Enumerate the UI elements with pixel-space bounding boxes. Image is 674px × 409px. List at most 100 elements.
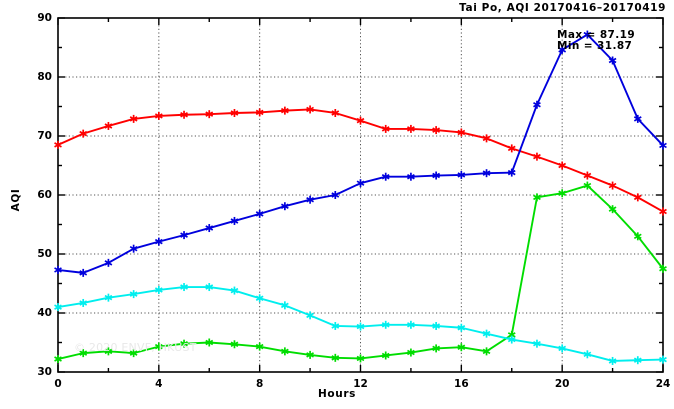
data-point-series-cyan bbox=[205, 283, 214, 292]
data-point-series-blue bbox=[255, 209, 264, 218]
data-point-series-red bbox=[356, 116, 365, 125]
data-point-series-green bbox=[457, 343, 466, 352]
data-point-series-cyan bbox=[280, 301, 289, 310]
data-point-series-cyan bbox=[608, 356, 617, 365]
data-point-series-red bbox=[482, 134, 491, 143]
data-point-series-cyan bbox=[331, 321, 340, 330]
data-point-series-blue bbox=[407, 172, 415, 181]
data-point-series-red bbox=[608, 181, 617, 190]
data-point-series-red bbox=[583, 171, 592, 180]
data-point-series-blue bbox=[507, 168, 516, 177]
x-axis-tick-label: 20 bbox=[554, 378, 570, 390]
data-point-series-cyan bbox=[659, 355, 667, 364]
annotation-min: Min = 31.87 bbox=[557, 40, 633, 52]
data-point-series-red bbox=[230, 108, 239, 117]
x-axis-tick-label: 0 bbox=[54, 378, 62, 390]
data-point-series-cyan bbox=[79, 298, 88, 307]
data-point-series-red bbox=[633, 193, 642, 202]
data-point-series-blue bbox=[230, 216, 239, 225]
data-point-series-cyan bbox=[482, 329, 491, 338]
data-point-series-red bbox=[533, 152, 541, 161]
data-point-series-cyan bbox=[507, 335, 516, 344]
data-point-series-cyan bbox=[633, 356, 642, 365]
data-point-series-red bbox=[507, 144, 516, 153]
x-axis-tick-label: 24 bbox=[655, 378, 671, 390]
annotation-max: Max = 87.19 bbox=[557, 29, 636, 41]
data-point-series-blue bbox=[205, 224, 214, 233]
data-point-series-red bbox=[381, 124, 390, 133]
data-point-series-red bbox=[205, 110, 214, 119]
series-line-series-blue bbox=[57, 33, 664, 274]
data-point-series-cyan bbox=[583, 350, 592, 359]
data-point-series-blue bbox=[558, 45, 567, 54]
data-point-series-green bbox=[558, 189, 567, 198]
data-point-series-cyan bbox=[154, 285, 163, 294]
data-point-series-green bbox=[280, 347, 289, 356]
x-axis-tick-label: 8 bbox=[256, 378, 264, 390]
data-point-series-red bbox=[407, 124, 415, 133]
y-axis-tick-label: 30 bbox=[37, 366, 52, 378]
data-point-series-red bbox=[255, 108, 264, 117]
data-point-series-green bbox=[180, 339, 188, 348]
y-axis-tick-label: 90 bbox=[37, 12, 52, 24]
data-point-series-green bbox=[104, 347, 113, 356]
series-line-series-green bbox=[57, 184, 664, 360]
data-point-series-green bbox=[154, 342, 163, 351]
data-point-series-green bbox=[306, 350, 314, 359]
series-line-series-red bbox=[57, 108, 664, 213]
data-point-series-blue bbox=[659, 141, 667, 150]
chart-title: Tai Po, AQI 20170416–20170419 bbox=[459, 2, 666, 14]
x-axis-label: Hours bbox=[318, 388, 356, 400]
x-axis-tick-label: 4 bbox=[155, 378, 163, 390]
data-point-series-blue bbox=[583, 30, 592, 39]
data-point-series-green bbox=[432, 344, 441, 353]
data-point-series-green bbox=[255, 342, 264, 351]
data-point-series-blue bbox=[381, 172, 390, 181]
y-axis-tick-label: 70 bbox=[37, 130, 52, 142]
data-point-series-green bbox=[482, 347, 491, 356]
data-point-series-green bbox=[533, 193, 541, 202]
data-point-series-blue bbox=[104, 258, 113, 267]
data-point-series-red bbox=[154, 111, 163, 120]
data-point-series-red bbox=[306, 105, 314, 114]
data-point-series-green bbox=[331, 353, 340, 362]
data-point-series-green bbox=[583, 181, 592, 190]
data-point-series-blue bbox=[533, 100, 541, 109]
data-point-series-green bbox=[659, 264, 667, 273]
data-point-series-cyan bbox=[356, 322, 365, 331]
data-point-series-blue bbox=[180, 231, 188, 240]
data-point-series-blue bbox=[79, 268, 88, 277]
data-point-series-blue bbox=[280, 202, 289, 211]
data-point-series-cyan bbox=[457, 323, 466, 332]
y-axis-tick-label: 60 bbox=[37, 189, 52, 201]
data-point-series-blue bbox=[633, 114, 642, 123]
data-point-series-green bbox=[54, 355, 62, 364]
data-point-series-cyan bbox=[558, 344, 567, 353]
data-point-series-blue bbox=[482, 169, 491, 178]
data-point-series-cyan bbox=[104, 293, 113, 302]
data-point-series-blue bbox=[331, 191, 340, 199]
data-point-series-red bbox=[54, 140, 62, 149]
data-point-series-red bbox=[331, 108, 340, 117]
data-point-series-red bbox=[558, 161, 567, 170]
data-point-series-cyan bbox=[230, 286, 239, 295]
y-axis-tick-label: 80 bbox=[37, 71, 52, 83]
data-point-series-green bbox=[356, 354, 365, 363]
data-point-series-cyan bbox=[381, 320, 390, 329]
data-point-series-red bbox=[659, 207, 667, 216]
data-point-series-blue bbox=[457, 170, 466, 179]
data-point-series-red bbox=[280, 106, 289, 115]
data-point-series-cyan bbox=[54, 303, 62, 312]
data-point-series-red bbox=[129, 114, 138, 123]
data-point-series-red bbox=[180, 110, 188, 119]
x-axis-tick-label: 12 bbox=[353, 378, 368, 390]
data-point-series-red bbox=[457, 128, 466, 137]
data-point-series-green bbox=[205, 338, 214, 347]
data-point-series-blue bbox=[129, 244, 138, 253]
data-point-series-green bbox=[79, 349, 88, 358]
x-axis-tick-label: 16 bbox=[454, 378, 469, 390]
data-point-series-green bbox=[608, 205, 617, 214]
data-point-series-blue bbox=[154, 237, 163, 246]
